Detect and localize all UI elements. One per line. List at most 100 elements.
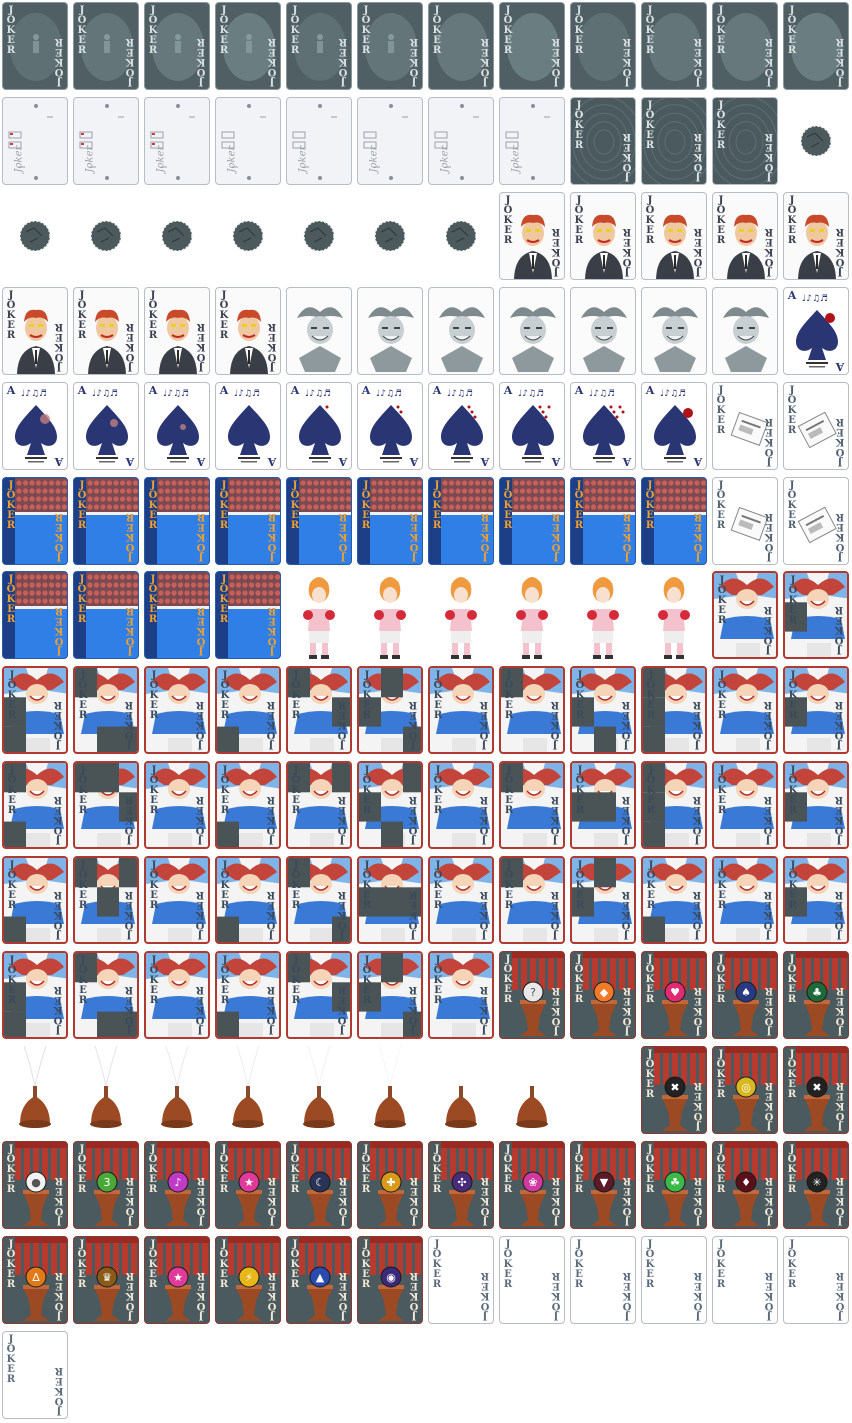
corner-label: JOKER (834, 889, 844, 941)
puzzle-jester-art (785, 668, 847, 753)
corner-label: JOKER (574, 194, 584, 246)
pedestal-orb-art: ▲ (299, 1236, 351, 1321)
corner-label: JOKER (362, 765, 372, 817)
sprite-plain: JOKER JOKER (0, 1329, 71, 1423)
puzzle-jester-art (359, 763, 421, 848)
corner-label: JOKER (432, 1143, 442, 1195)
mist-figure-art (578, 13, 630, 81)
card-face: JOKER JOKER (428, 666, 494, 755)
card-face: ☘ JOKER JOKER (641, 1140, 707, 1229)
puzzle-jester-art (572, 763, 634, 848)
card-face: JOKER JOKER (499, 476, 565, 565)
sprite-jester-puzzle: JOKER JOKER (284, 759, 355, 853)
orb-icon: ▲ (316, 1271, 325, 1284)
card-face: JOKER JOKER (286, 951, 352, 1039)
sprite-joker-newspaper: JOKER JOKER (781, 380, 852, 474)
blank-card-art (505, 103, 550, 180)
corner-label: A (480, 454, 490, 468)
card-face: JOKER JOKER (286, 476, 352, 565)
sprite-jester-puzzle: JOKER JOKER (710, 854, 781, 948)
corner-label: A (219, 383, 229, 397)
corner-label: JOKER (362, 955, 372, 1006)
card-face: JOKER JOKER (712, 571, 778, 660)
ace-script-label: ♩♪♫♬ (660, 388, 687, 399)
sprite-plain: JOKER JOKER (781, 1234, 852, 1328)
corner-label: A (835, 359, 845, 373)
sprite-pedestal: ● JOKER JOKER (0, 1139, 71, 1233)
corner-label: JOKER (291, 860, 301, 912)
corner-label: JOKER (645, 5, 655, 56)
corner-label: JOKER (432, 5, 442, 56)
sprite-pedestal: ♠ JOKER JOKER (710, 949, 781, 1043)
puzzle-jester-art (75, 763, 137, 848)
corner-label: JOKER (764, 415, 774, 467)
corner-label: JOKER (78, 955, 88, 1006)
sprite-jester-puzzle: JOKER JOKER (710, 664, 781, 758)
card-face: JOKER JOKER (499, 191, 565, 280)
boxing-crowd-art (74, 572, 138, 659)
sprite-pedestal: ☾ JOKER JOKER (284, 1139, 355, 1233)
sprite-joker-newspaper: JOKER JOKER (710, 380, 781, 474)
orb-icon: ♛ (102, 1271, 112, 1284)
pedestal-fountain (374, 1045, 406, 1128)
card-face: ? JOKER JOKER (499, 951, 565, 1039)
cracked-orb (303, 220, 335, 252)
corner-label: JOKER (693, 130, 703, 182)
corner-label: JOKER (267, 1269, 277, 1321)
card-face: ❀ JOKER JOKER (499, 1140, 565, 1229)
corner-label: JOKER (53, 794, 63, 846)
puzzle-jester-art (714, 668, 776, 753)
corner-label: JOKER (764, 1174, 774, 1226)
card-face: JOKER JOKER (73, 856, 139, 945)
sprite-misty: JOKER JOKER (426, 0, 497, 94)
puzzle-jester-art (572, 668, 634, 753)
pedestal-fountain (303, 1045, 335, 1128)
corner-label: JOKER (716, 384, 726, 436)
sprite-ace-spade: ♩♪♫♬ A A (497, 380, 568, 474)
sprite-orb (426, 190, 497, 284)
corner-label: A (54, 454, 64, 468)
ace-spade-art (299, 404, 341, 463)
corner-label: JOKER (6, 1238, 16, 1290)
card-face: JOKER JOKER (428, 2, 494, 90)
corner-label: JOKER (574, 479, 584, 531)
card-face: Joker (73, 96, 139, 185)
corner-label: JOKER (693, 225, 703, 277)
card-face: JOKER JOKER (2, 951, 68, 1039)
corner-label: JOKER (290, 479, 300, 531)
corner-label: JOKER (195, 984, 205, 1035)
sprite-boxing: JOKER JOKER (497, 475, 568, 569)
sprite-jester-puzzle: JOKER JOKER (284, 854, 355, 948)
sprite-misty: JOKER JOKER (355, 0, 426, 94)
corner-label: JOKER (219, 5, 229, 56)
gangster-art (17, 309, 55, 374)
corner-label: JOKER (788, 765, 798, 817)
corner-label: A (6, 383, 16, 397)
sprite-misty: JOKER JOKER (142, 0, 213, 94)
corner-label: JOKER (788, 670, 798, 722)
card-face: JOKER JOKER (357, 666, 423, 755)
sprite-jester-puzzle: JOKER JOKER (71, 949, 142, 1043)
sprite-pedestal: ▲ JOKER JOKER (284, 1234, 355, 1328)
ace-script-label: ♩♪♫♬ (376, 388, 403, 399)
corner-label: JOKER (693, 1174, 703, 1226)
card-face: JOKER JOKER (144, 856, 210, 945)
sprite-jester-puzzle: JOKER JOKER (0, 854, 71, 948)
corner-label: JOKER (362, 860, 372, 912)
sprite-jester-grey (497, 285, 568, 379)
card-face: Joker (286, 96, 352, 185)
sprite-orb (781, 95, 852, 189)
sprite-fountain (497, 1044, 568, 1138)
corner-label: JOKER (504, 670, 514, 722)
blank-card-art (434, 103, 479, 180)
orb-icon: ♣ (812, 986, 822, 999)
corner-label: JOKER (408, 699, 418, 751)
cracked-orb (19, 220, 51, 252)
sprite-boxing: JOKER JOKER (142, 569, 213, 663)
puzzle-jester-art (643, 858, 705, 943)
card-face: Joker (144, 96, 210, 185)
orb-icon: ★ (173, 1271, 183, 1284)
sprite-pedestal: ◆ JOKER JOKER (568, 949, 639, 1043)
sprite-jester-puzzle: JOKER JOKER (568, 664, 639, 758)
